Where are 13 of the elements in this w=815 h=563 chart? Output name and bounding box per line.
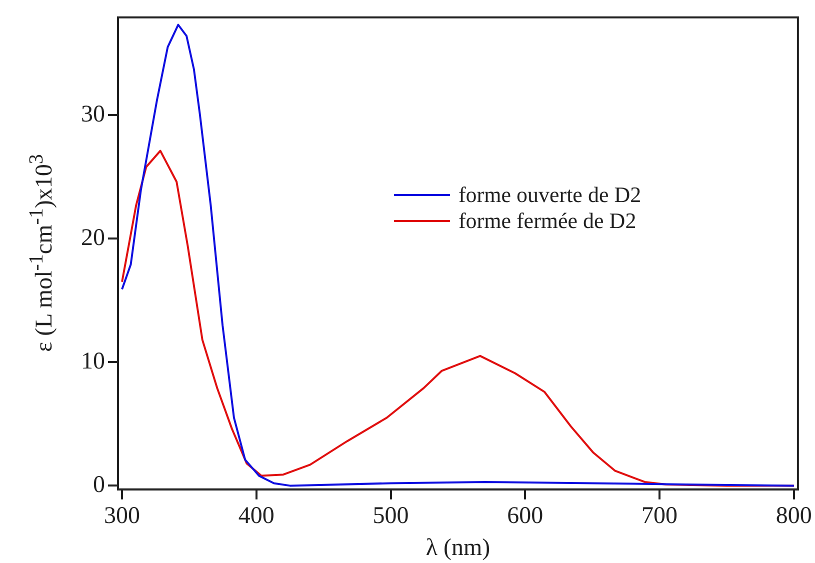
x-tick-label: 700 [642,503,678,530]
x-tick-label: 500 [372,503,409,530]
x-tick-label: 600 [507,503,544,530]
x-tick-label: 800 [776,503,812,530]
x-tick-label: 300 [104,503,140,530]
x-tick-label: 400 [238,503,274,530]
x-axis-title: λ (nm) [426,534,490,561]
y-tick-label: 20 [81,224,105,251]
legend-label: forme fermée de D2 [458,208,636,234]
y-tick-label: 10 [81,348,105,374]
y-tick-label: 30 [81,101,105,128]
legend-label: forme ouverte de D2 [458,182,642,208]
y-tick-label: 0 [93,472,105,498]
